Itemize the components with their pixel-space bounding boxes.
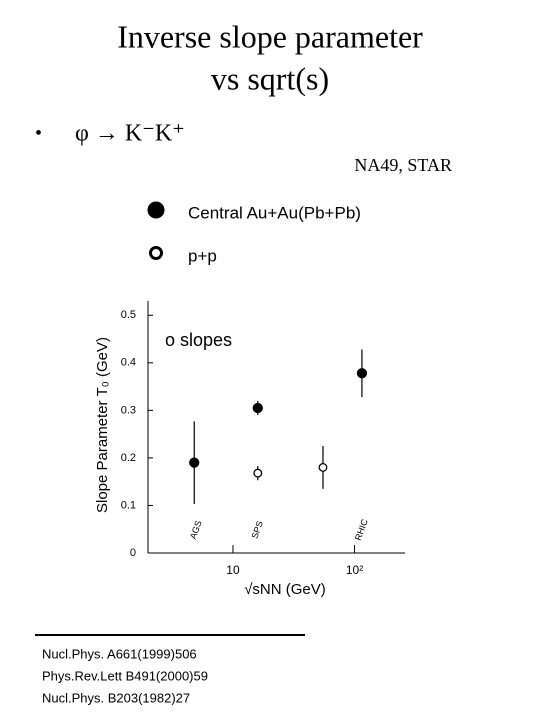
legend-marker: [147, 201, 165, 219]
region-label: RHIC: [353, 517, 370, 542]
y-tick-label: 0.2: [121, 452, 136, 464]
reference: Nucl.Phys. A661(1999)506: [42, 646, 197, 661]
data-point: [356, 368, 368, 379]
region-label: AGS: [188, 519, 204, 540]
y-tick-label: 0.4: [121, 357, 136, 369]
data-point: [189, 457, 200, 468]
legend-label: p+p: [188, 246, 217, 265]
legend-label: Central Au+Au(Pb+Pb): [188, 203, 361, 222]
data-point: [253, 468, 263, 478]
source: NA49, STAR: [354, 155, 452, 175]
title-line: Inverse slope parameter: [117, 18, 423, 54]
x-tick-label: 10: [226, 563, 240, 577]
y-tick-label: 0.5: [121, 309, 136, 321]
y-tick-label: 0.1: [121, 499, 136, 511]
legend-marker: [149, 246, 163, 260]
data-point: [318, 462, 328, 472]
bullet-text: φ → K⁻K⁺: [75, 121, 185, 147]
reference: Nucl.Phys. B203(1982)27: [42, 690, 190, 705]
x-tick-label: 10²: [346, 563, 363, 577]
region-label: SPS: [249, 520, 265, 540]
y-tick-label: 0: [130, 547, 136, 559]
bullet-dot: •: [35, 123, 42, 145]
annotation: o slopes: [165, 330, 232, 350]
title-line: vs sqrt(s): [211, 60, 329, 96]
data-point: [252, 402, 263, 414]
reference: Phys.Rev.Lett B491(2000)59: [42, 668, 208, 683]
y-tick-label: 0.3: [121, 404, 136, 416]
y-axis-label: Slope Parameter T₀ (GeV): [94, 337, 111, 513]
x-axis-label: √sNN (GeV): [244, 581, 326, 598]
